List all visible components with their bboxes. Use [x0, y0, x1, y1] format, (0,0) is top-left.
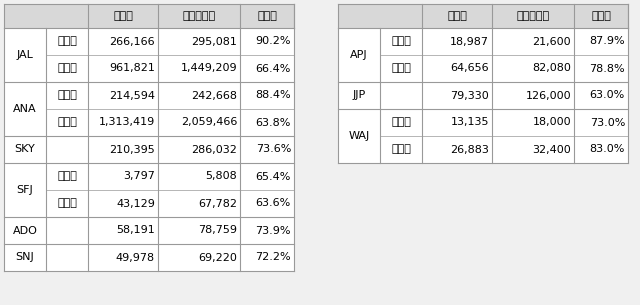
Text: 国内線: 国内線 — [391, 145, 411, 155]
Text: 242,668: 242,668 — [191, 91, 237, 101]
Bar — [338, 136, 628, 163]
Bar — [4, 4, 294, 28]
Text: 82,080: 82,080 — [532, 63, 571, 74]
Text: 3,797: 3,797 — [123, 171, 155, 181]
Text: 国際線: 国際線 — [391, 37, 411, 46]
Text: 国際線: 国際線 — [57, 37, 77, 46]
Text: 国際線: 国際線 — [57, 91, 77, 101]
Bar — [4, 28, 294, 55]
Text: 予約数: 予約数 — [113, 11, 133, 21]
Text: 18,987: 18,987 — [450, 37, 489, 46]
Text: 66.4%: 66.4% — [255, 63, 291, 74]
Text: 13,135: 13,135 — [451, 117, 489, 127]
Text: APJ: APJ — [350, 50, 368, 60]
Text: SKY: SKY — [15, 145, 35, 155]
Text: 73.0%: 73.0% — [589, 117, 625, 127]
Text: 286,032: 286,032 — [191, 145, 237, 155]
Bar — [4, 55, 294, 82]
Text: 国内線: 国内線 — [391, 63, 411, 74]
Bar — [4, 163, 294, 190]
Text: 国内線: 国内線 — [57, 117, 77, 127]
Bar — [338, 4, 628, 28]
Text: 78.8%: 78.8% — [589, 63, 625, 74]
Text: 69,220: 69,220 — [198, 253, 237, 263]
Text: 5,808: 5,808 — [205, 171, 237, 181]
Text: 67,782: 67,782 — [198, 199, 237, 209]
Text: 90.2%: 90.2% — [255, 37, 291, 46]
Text: 1,449,209: 1,449,209 — [180, 63, 237, 74]
Text: 210,395: 210,395 — [109, 145, 155, 155]
Text: 295,081: 295,081 — [191, 37, 237, 46]
Bar — [4, 109, 294, 136]
Text: 49,978: 49,978 — [116, 253, 155, 263]
Bar — [4, 82, 294, 109]
Text: ADO: ADO — [13, 225, 37, 235]
Text: 73.6%: 73.6% — [255, 145, 291, 155]
Text: 214,594: 214,594 — [109, 91, 155, 101]
Text: 提供座席数: 提供座席数 — [182, 11, 216, 21]
Text: WAJ: WAJ — [348, 131, 370, 141]
Text: 国際線: 国際線 — [391, 117, 411, 127]
Text: JJP: JJP — [353, 91, 365, 101]
Bar — [4, 136, 294, 163]
Text: 予約率: 予約率 — [257, 11, 277, 21]
Text: 18,000: 18,000 — [532, 117, 571, 127]
Text: 79,330: 79,330 — [451, 91, 489, 101]
Text: 72.2%: 72.2% — [255, 253, 291, 263]
Bar — [4, 190, 294, 217]
Text: 国内線: 国内線 — [57, 199, 77, 209]
Text: 予約数: 予約数 — [447, 11, 467, 21]
Text: 83.0%: 83.0% — [589, 145, 625, 155]
Bar — [338, 109, 628, 136]
Text: 43,129: 43,129 — [116, 199, 155, 209]
Text: 78,759: 78,759 — [198, 225, 237, 235]
Text: 65.4%: 65.4% — [255, 171, 291, 181]
Text: 63.6%: 63.6% — [256, 199, 291, 209]
Text: SFJ: SFJ — [17, 185, 33, 195]
Text: 国内線: 国内線 — [57, 63, 77, 74]
Text: 63.0%: 63.0% — [589, 91, 625, 101]
Text: 1,313,419: 1,313,419 — [99, 117, 155, 127]
Text: JAL: JAL — [17, 50, 33, 60]
Text: 26,883: 26,883 — [450, 145, 489, 155]
Text: ANA: ANA — [13, 104, 37, 114]
Text: 88.4%: 88.4% — [255, 91, 291, 101]
Bar — [338, 82, 628, 109]
Bar — [4, 244, 294, 271]
Text: 58,191: 58,191 — [116, 225, 155, 235]
Bar — [338, 28, 628, 55]
Text: 63.8%: 63.8% — [255, 117, 291, 127]
Text: 予約率: 予約率 — [591, 11, 611, 21]
Text: 266,166: 266,166 — [109, 37, 155, 46]
Text: 32,400: 32,400 — [532, 145, 571, 155]
Bar — [338, 55, 628, 82]
Text: 64,656: 64,656 — [451, 63, 489, 74]
Text: 961,821: 961,821 — [109, 63, 155, 74]
Text: 提供座席数: 提供座席数 — [516, 11, 550, 21]
Bar — [4, 217, 294, 244]
Text: SNJ: SNJ — [15, 253, 35, 263]
Text: 国際線: 国際線 — [57, 171, 77, 181]
Text: 126,000: 126,000 — [525, 91, 571, 101]
Text: 2,059,466: 2,059,466 — [180, 117, 237, 127]
Text: 73.9%: 73.9% — [255, 225, 291, 235]
Text: 87.9%: 87.9% — [589, 37, 625, 46]
Text: 21,600: 21,600 — [532, 37, 571, 46]
